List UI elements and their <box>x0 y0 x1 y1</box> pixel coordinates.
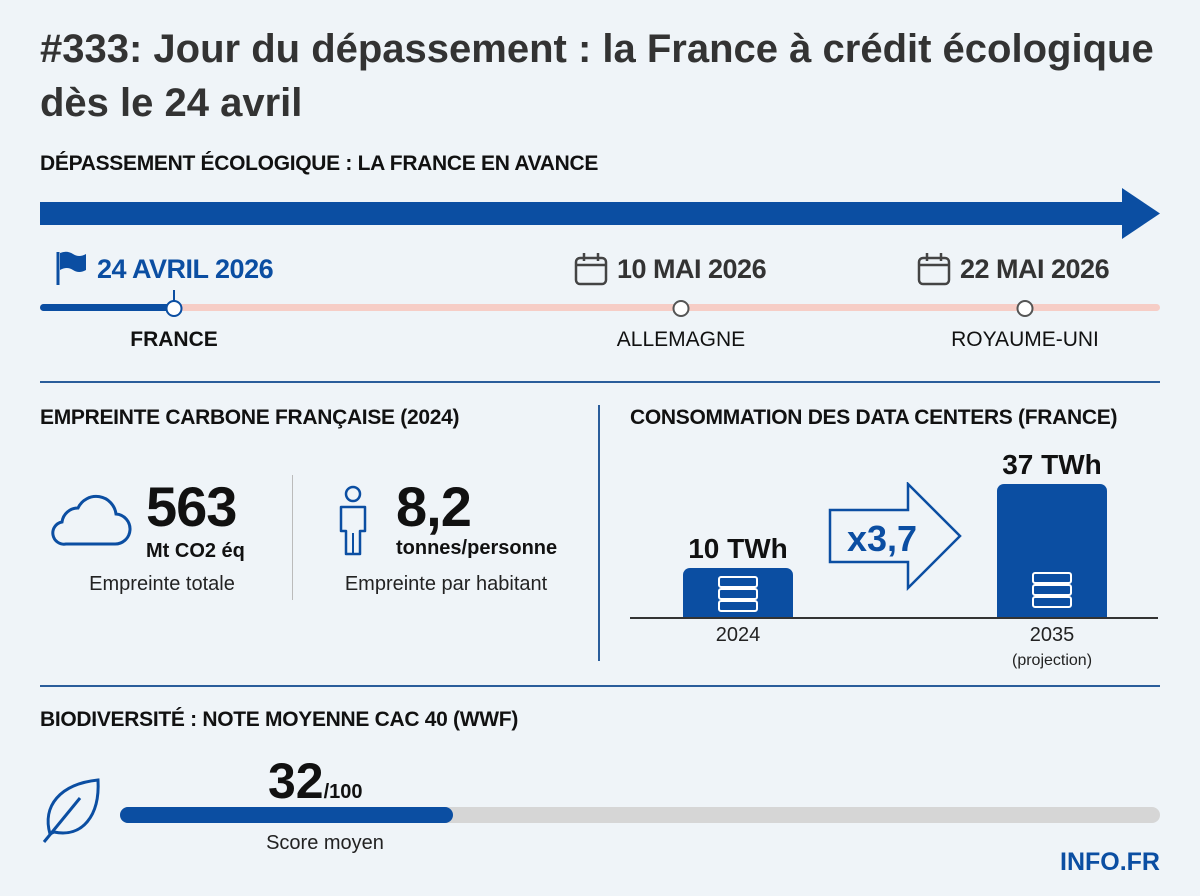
divider <box>40 685 1160 687</box>
date-france: 24 AVRIL 2026 <box>97 254 274 284</box>
date-royaume-uni: 22 MAI 2026 <box>960 254 1110 284</box>
country-france: FRANCE <box>130 328 218 351</box>
score-max: /100 <box>323 781 363 803</box>
person-icon <box>339 485 367 556</box>
tick <box>173 290 175 302</box>
date-allemagne: 10 MAI 2026 <box>617 254 767 284</box>
marker-france <box>165 300 183 317</box>
page-title: #333: Jour du dépassement : la France à … <box>40 27 1154 125</box>
calendar-icon <box>917 253 951 286</box>
projection-note: (projection) <box>1011 652 1093 669</box>
carbon-total-value: 563 <box>146 475 237 538</box>
year-2024: 2024 <box>715 624 761 646</box>
timeline-progress <box>40 304 176 311</box>
carbon-heading: EMPREINTE CARBONE FRANÇAISE (2024) <box>40 406 460 429</box>
leaf-icon <box>42 778 100 843</box>
flag-icon <box>56 251 86 285</box>
biodiversity-heading: BIODIVERSITÉ : NOTE MOYENNE CAC 40 (WWF) <box>40 708 519 731</box>
brand-logo: INFO.FR <box>1060 848 1160 876</box>
timeline-track <box>40 304 1160 311</box>
carbon-percapita-unit: tonnes/personne <box>396 537 558 559</box>
divider <box>40 381 1160 383</box>
bar-label-2035: 37 TWh <box>1002 449 1102 480</box>
carbon-total-caption: Empreinte totale <box>89 573 235 595</box>
cloud-icon <box>51 494 132 546</box>
marker-royaume-uni <box>1016 300 1034 317</box>
bar-label-2024: 10 TWh <box>688 533 788 564</box>
score-value: 32 <box>268 753 324 809</box>
server-icon <box>718 576 758 612</box>
score-track <box>120 807 1160 823</box>
country-royaume-uni: ROYAUME-UNI <box>951 328 1099 351</box>
timeline-heading: DÉPASSEMENT ÉCOLOGIQUE : LA FRANCE EN AV… <box>40 152 599 175</box>
score-caption: Score moyen <box>266 832 384 854</box>
server-icon <box>1032 572 1072 608</box>
divider <box>292 475 293 600</box>
marker-allemagne <box>672 300 690 317</box>
carbon-percapita-caption: Empreinte par habitant <box>344 573 548 595</box>
growth-arrow <box>828 482 962 592</box>
multiplier: x3,7 <box>847 518 918 559</box>
baseline <box>630 617 1158 619</box>
score-fill <box>120 807 453 823</box>
progress-arrow <box>40 188 1160 239</box>
carbon-percapita-value: 8,2 <box>396 475 472 538</box>
datacenters-heading: CONSOMMATION DES DATA CENTERS (FRANCE) <box>630 406 1118 429</box>
carbon-total-unit: Mt CO2 éq <box>146 540 245 562</box>
divider <box>598 405 600 661</box>
score-readout: 32/100 <box>268 752 363 810</box>
country-allemagne: ALLEMAGNE <box>616 328 746 351</box>
calendar-icon <box>574 253 608 286</box>
year-2035: 2035 <box>1029 624 1075 646</box>
